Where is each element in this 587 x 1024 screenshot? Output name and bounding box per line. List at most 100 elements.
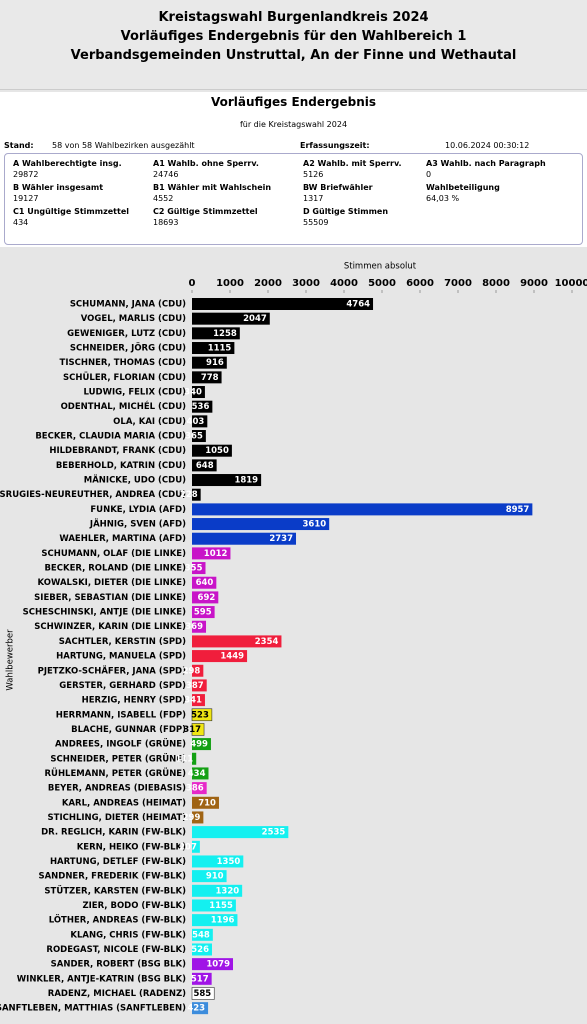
value-label: 340 [184,388,202,398]
value-label: 403 [187,417,205,427]
bar [192,738,211,751]
bar [192,430,206,443]
time-label: Erfassungszeit: [300,141,370,150]
value-label: 1196 [211,916,235,926]
bar [192,547,231,560]
bar [192,840,200,853]
field-value: 434 [13,218,29,227]
bar [192,958,234,971]
chart: Stimmen absolut Wahlbewerber 0 1000 2000 30… [0,262,587,1015]
bar [192,371,222,384]
y-tick-label: PJETZKO-SCHÄFER, JANA (SPD) [38,665,187,676]
y-tick-label: MÄNICKE, UDO (CDU) [84,475,186,486]
value-label: 365 [185,432,203,442]
field-label: B Wähler insgesamt [13,183,104,192]
bar [192,576,217,589]
y-axis-title: Wahlbewerber [6,629,16,691]
y-tick-label: BECKER, CLAUDIA MARIA (CDU) [35,432,186,442]
value-label: 4764 [346,300,370,310]
field-value: 0 [426,170,432,179]
bar [192,386,205,399]
field-value: 4552 [153,194,174,203]
y-tick-label: SCHUMANN, OLAF (DIE LINKE) [41,549,186,559]
bar [192,1002,209,1015]
bar [192,298,374,310]
value-label: 1449 [220,652,244,662]
bar [192,444,232,457]
y-tick-label: SCHESCHINSKI, ANTJE (DIE LINKE) [23,608,186,618]
y-tick-label: RODEGAST, NICOLE (FW-BLK) [46,945,186,955]
y-tick-label: KOWALSKI, DIETER (DIE LINKE) [38,578,187,588]
bar [192,415,208,428]
y-tick-label: SANDER, ROBERT (BSG BLK) [51,960,186,970]
y-tick-label: LÖTHER, ANDREAS (FW-BLK) [49,915,186,926]
value-label: 916 [206,358,224,368]
y-tick-label: SACHTLER, KERSTIN (SPD) [59,637,186,647]
bar [192,914,238,927]
value-label: 1155 [209,901,233,911]
bar [192,620,207,633]
value-label: 1012 [204,549,228,559]
bar [192,767,209,780]
field-label: B1 Wähler mit Wahlschein [153,183,272,192]
bar [192,650,248,663]
x-tick-label: 9000 [520,278,548,289]
y-tick-label: WAEHLER, MARTINA (AFD) [59,534,186,544]
panel-subtitle: für die Kreistagswahl 2024 [239,120,348,129]
value-label: 526 [191,945,209,955]
value-label: 1050 [205,446,229,456]
value-label: 299 [183,813,201,823]
field-value: 64,03 % [426,194,460,203]
bar [192,870,227,883]
y-tick-label: SRUGIES-NEUREUTHER, ANDREA (CDU) [0,490,186,500]
field-value: 29872 [13,170,39,179]
header-line: Vorläufiges Endergebnis für den Wahlbere… [120,29,467,44]
y-tick-label: SANFTLEBEN, MATTHIAS (SANFTLEBEN) [0,1004,186,1014]
y-tick-label: WINKLER, ANTJE-KATRIN (BSG BLK) [17,974,186,984]
panel-title: Vorläufiges Endergebnis [211,95,376,109]
x-tick-label: 1000 [216,278,244,289]
y-tick-label: OLA, KAI (CDU) [113,417,186,427]
y-tick-label: HARTUNG, DETLEF (FW-BLK) [50,857,186,867]
value-label: 648 [196,461,214,471]
value-label: 386 [186,784,204,794]
time: 10.06.2024 00:30:12 [445,141,530,150]
field-value: 5126 [303,170,324,179]
header: Kreistagswahl Burgenlandkreis 2024 Vorlä… [0,0,587,90]
field-label: A2 Wahlb. mit Sperrv. [303,159,402,168]
y-tick-label: FUNKE, LYDIA (AFD) [90,505,186,515]
y-tick-label: SCHÜLER, FLORIAN (CDU) [63,372,186,383]
field-value: 19127 [13,194,39,203]
value-label: 499 [190,740,208,750]
bar [192,811,204,824]
value-label: 369 [185,622,203,632]
field-label: C2 Gültige Stimmzettel [153,207,258,216]
x-tick-label: 10000 [555,278,587,289]
bar [192,855,244,868]
y-tick-label: VOGEL, MARLIS (CDU) [81,314,186,324]
bar [191,723,205,736]
x-tick-label: 4000 [330,278,358,289]
bar [192,503,533,516]
value-label: 355 [185,564,203,574]
y-tick-label: HERRMANN, ISABELL (FDP) [56,710,186,720]
bar [191,987,215,1000]
y-tick-label: KERN, HEIKO (FW-BLK) [77,842,186,852]
bar [192,972,212,985]
field-value: 55509 [303,218,329,227]
y-tick-label: SANDNER, FREDERIK (FW-BLK) [38,872,186,882]
bar [192,606,215,619]
value-label: 207 [179,842,197,852]
y-tick-label: HERZIG, HENRY (SPD) [82,696,186,706]
value-label: 1350 [217,857,241,867]
y-tick-label: TISCHNER, THOMAS (CDU) [60,358,187,368]
field-label: BW Briefwähler [303,183,373,192]
bar [192,400,213,413]
value-label: 523 [191,710,209,720]
field-label: A Wahlberechtigte insg. [13,159,122,168]
value-label: 434 [188,769,206,779]
bar [192,943,212,956]
bar [192,342,235,355]
bar [192,518,330,531]
value-label: 2047 [243,314,267,324]
